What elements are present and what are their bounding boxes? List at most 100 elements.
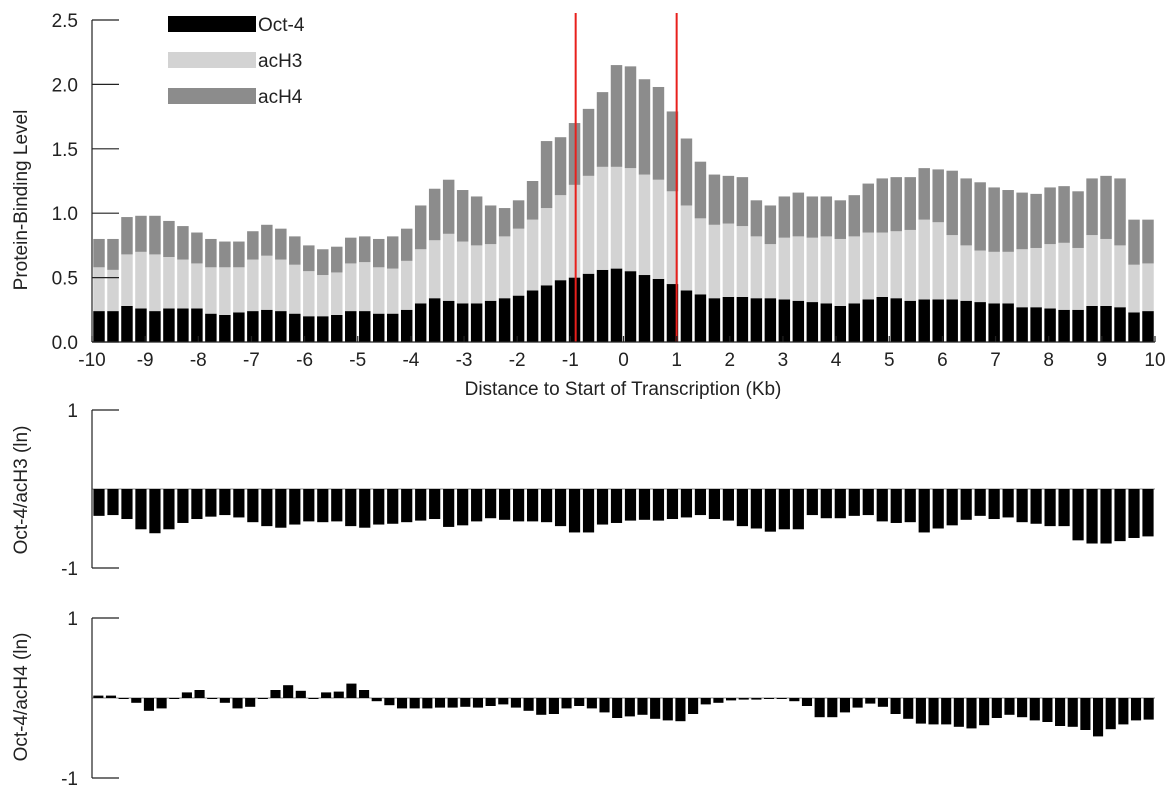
bar-segment-oct-4 [400,309,413,342]
ratio-bar [261,489,273,527]
ratio-bar [750,489,762,529]
bar-segment-ach3 [470,245,483,304]
ratio-bar [666,489,679,520]
ratio-bar [675,698,686,722]
bar-segment-ach4 [289,236,301,265]
bar-segment-ach3 [498,236,511,299]
bar-segment-ach4 [876,178,888,233]
ratio-bar [156,698,167,709]
x-tick-label: 10 [1144,350,1165,371]
bar-segment-ach4 [680,138,693,206]
bar-segment-ach4 [428,188,441,241]
ratio-bar [1100,489,1112,544]
bar-segment-ach4 [820,196,833,237]
ratio-bar [1042,698,1053,722]
x-tick-label: 6 [937,350,948,371]
bar-segment-oct-4 [904,300,916,342]
ratio-bar [303,489,315,522]
bar-segment-ach3 [1002,251,1014,304]
bar-segment-ach4 [918,168,930,220]
ratio-bar [523,698,534,711]
ratio-bar [107,489,119,516]
y-tick-label: 0.0 [52,333,78,354]
bar-segment-oct-4 [1002,303,1014,342]
bar-segment-ach3 [666,191,679,285]
bar-segment-ach3 [624,168,637,272]
ratio-bar [232,698,243,709]
bar-segment-ach3 [918,219,930,300]
ratio-bars [92,683,1155,737]
ratio-bar [1030,489,1042,524]
bar-segment-oct-4 [345,311,357,342]
ratio-bar [472,698,484,708]
bar-segment-oct-4 [275,311,287,342]
ratio-bar [932,489,944,529]
bar-segment-ach4 [708,174,721,225]
bar-segment-ach3 [1114,245,1126,308]
ratio-bar [233,489,245,518]
bar-segment-ach4 [1114,178,1126,246]
bar-segment-ach4 [596,92,609,167]
bar-segment-ach4 [540,141,553,209]
y-tick-label: 1 [67,401,78,422]
bar-segment-oct-4 [526,290,539,342]
bar-segment-oct-4 [261,309,273,342]
bar-segment-ach4 [904,177,916,230]
ratio-bar [548,698,559,714]
bar-segment-oct-4 [233,312,245,342]
bar-segment-ach3 [694,218,707,295]
ratio-bar [1004,698,1015,715]
bar-segment-oct-4 [177,308,189,342]
x-tick-label: -1 [562,350,579,371]
bar-segment-oct-4 [1142,311,1154,342]
x-tick-label: -6 [296,350,313,371]
bar-segment-ach3 [750,236,763,299]
ratio-bar [586,698,597,709]
bar-segment-oct-4 [442,300,455,342]
ratio-bar [700,698,711,705]
ratio-bar [877,698,888,707]
ratio-bar [143,698,154,711]
bar-segment-ach3 [233,267,245,313]
bar-segment-oct-4 [568,277,581,342]
ratio-bar [169,698,180,699]
bar-segment-oct-4 [219,314,231,342]
bar-segment-oct-4 [1058,309,1070,342]
y-ticks: 1 -1 [61,609,119,786]
bar-segment-oct-4 [289,313,301,342]
ratio-bar [270,690,281,698]
bar-segment-ach3 [554,195,567,281]
bar-segment-oct-4 [163,308,175,342]
bar-segment-ach4 [932,169,944,223]
bar-segment-ach4 [1002,190,1014,252]
legend-label: acH3 [258,51,302,72]
ratio-bar [333,691,344,698]
ratio-bar [207,698,218,699]
bar-segment-ach3 [876,232,888,297]
bar-segment-oct-4 [247,311,259,342]
bar-segment-ach4 [456,190,469,242]
ratio-bar [1029,698,1040,721]
ratio-bar [460,698,471,707]
bar-segment-ach3 [121,254,133,306]
bar-segment-ach4 [1142,219,1154,264]
bar-segment-ach3 [484,244,497,301]
ratio-bar [149,489,161,534]
bar-segment-oct-4 [792,300,805,342]
x-tick-label: -7 [243,350,260,371]
bar-segment-ach3 [582,175,595,274]
x-tick-label: 0 [618,350,629,371]
bar-segment-oct-4 [764,298,777,342]
bar-segment-ach3 [135,251,147,309]
ratio-bar [1118,698,1129,725]
y-tick-label: 1.0 [52,204,78,225]
bar-segment-ach4 [764,205,777,245]
bar-segment-ach3 [764,244,777,299]
ratio-bar [1055,698,1066,726]
bar-segment-oct-4 [93,311,105,342]
bar-segment-oct-4 [582,273,595,342]
ratio-bar [415,489,427,521]
ratio-bar [219,489,231,516]
bar-segment-ach4 [946,170,958,236]
bar-segment-oct-4 [862,299,875,342]
